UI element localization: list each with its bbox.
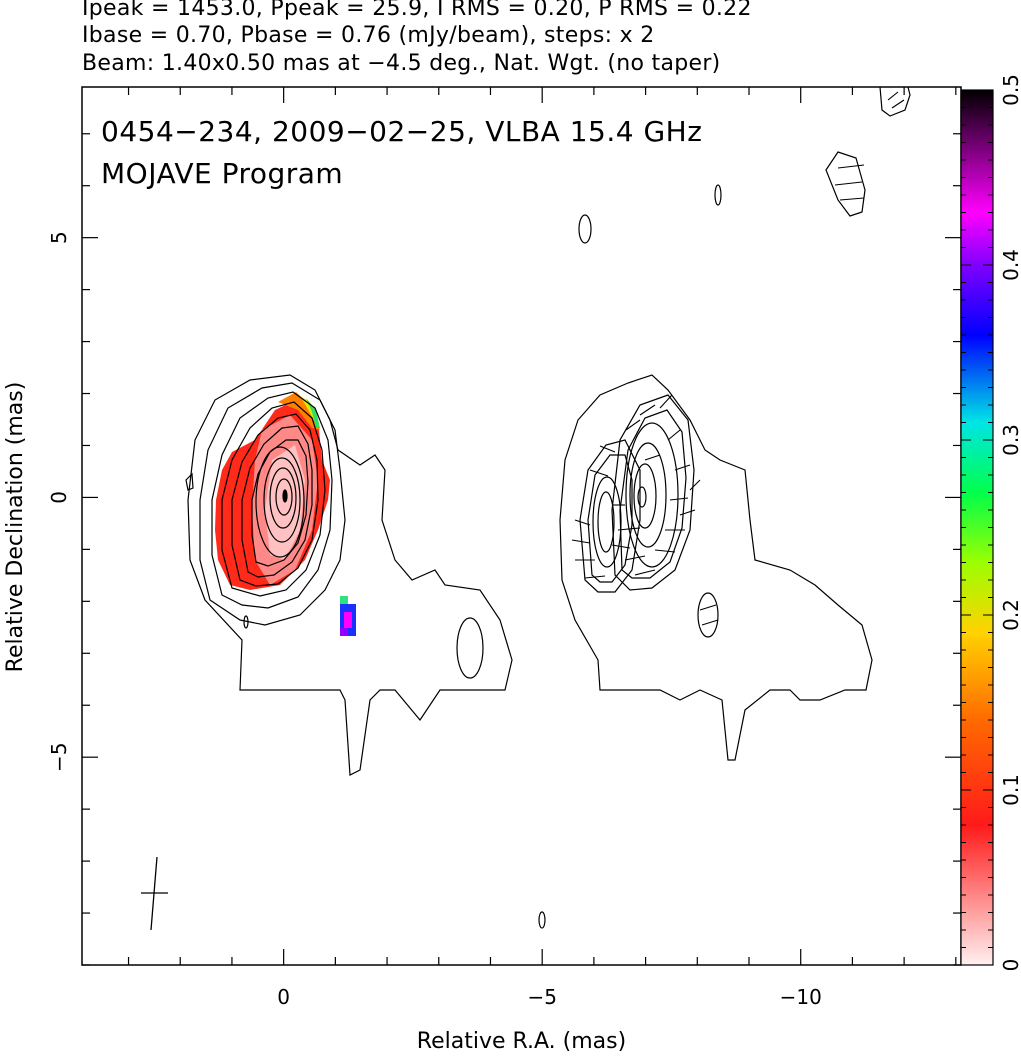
source-annotation: 0454−234, 2009−02−25, VLBA 15.4 GHz xyxy=(101,115,702,148)
pol-contour-outer xyxy=(559,374,873,761)
pol-contour-a4 xyxy=(597,491,615,553)
pol-contour-b4 xyxy=(629,442,667,548)
pol-contour-b5 xyxy=(633,463,657,529)
contour-ring-9 xyxy=(263,457,301,543)
pol-contour-a2 xyxy=(587,454,633,583)
fracpol-orange-edge xyxy=(278,392,320,430)
evpa-stick xyxy=(669,497,689,501)
fracpol-green-edge xyxy=(306,398,320,428)
pol-contour-bottom xyxy=(538,911,546,929)
evpa-stick xyxy=(639,404,656,416)
pol-contour-b6 xyxy=(637,486,647,508)
evpa-stick xyxy=(679,509,696,516)
pol-contour-a3 xyxy=(592,476,622,568)
pol-contour-a xyxy=(579,439,641,593)
pol-contour-top2 xyxy=(714,184,722,206)
evpa-stick xyxy=(834,181,863,186)
evpa-stick xyxy=(574,519,591,526)
evpa-stick xyxy=(599,445,616,453)
evpa-stick xyxy=(674,464,691,471)
axis-tick-labels: 0 −5 −10 5 0 −5 xyxy=(47,231,822,1009)
header-line-base: Ibase = 0.70, Pbase = 0.76 (mJy/beam), s… xyxy=(82,23,655,48)
pol-contour-top1 xyxy=(578,214,592,244)
evpa-stick xyxy=(887,91,899,101)
evpa-stick xyxy=(584,575,606,579)
contour-blob-right xyxy=(456,617,484,679)
colorbar-tick-label: 0.4 xyxy=(999,249,1021,281)
left-contours xyxy=(185,374,513,776)
evpa-stick xyxy=(589,469,609,477)
x-tick-label: −10 xyxy=(780,985,822,1009)
evpa-stick xyxy=(624,555,646,561)
y-axis-label: Relative Declination (mas) xyxy=(3,381,28,673)
y-tick-label: 5 xyxy=(47,231,71,244)
pol-contour-b2 xyxy=(619,409,687,579)
colorbar-tick-label: 0.5 xyxy=(999,74,1021,106)
colorbar-tick-label: 0.3 xyxy=(999,424,1021,456)
plot-frame xyxy=(81,86,962,966)
contour-small-left xyxy=(185,472,194,491)
colorbar-tick-label: 0.2 xyxy=(999,599,1021,631)
y-tick-label: 0 xyxy=(47,491,71,504)
colorbar-tick-labels: 0 0.1 0.2 0.3 0.4 0.5 xyxy=(999,74,1021,971)
evpa-stick xyxy=(634,569,656,576)
y-tick-label: −5 xyxy=(47,742,71,771)
x-tick-label: 0 xyxy=(277,985,290,1009)
pol-contour-top4 xyxy=(879,86,911,117)
evpa-stick xyxy=(699,604,717,611)
evpa-stick xyxy=(625,419,641,431)
contour-ring-11 xyxy=(275,478,293,516)
colorbar-ticks xyxy=(961,89,993,966)
header-line-beam: Beam: 1.40x0.50 mas at −4.5 deg., Nat. W… xyxy=(82,51,721,76)
header-line-peak: Ipeak = 1453.0, Ppeak = 25.9, I RMS = 0.… xyxy=(82,0,752,21)
x-tick-label: −5 xyxy=(527,985,556,1009)
right-contours xyxy=(538,86,911,929)
contour-ring-3 xyxy=(211,391,333,609)
contour-small-below xyxy=(243,615,249,629)
contour-ring-8 xyxy=(255,446,305,558)
program-annotation: MOJAVE Program xyxy=(101,157,343,190)
evpa-stick xyxy=(837,164,865,169)
axis-ticks xyxy=(82,87,961,966)
pol-contour-small xyxy=(697,592,719,638)
evpa-stick xyxy=(654,549,676,553)
contour-ring-7 xyxy=(251,439,309,567)
evpa-stick xyxy=(611,544,631,549)
evpa-stick xyxy=(571,539,591,544)
fracpol-magenta-spot xyxy=(344,612,352,628)
evpa-stick xyxy=(644,454,661,461)
contour-outer xyxy=(187,374,513,776)
evpa-stick xyxy=(701,619,719,626)
pol-contour-b3 xyxy=(625,422,679,568)
evpa-vectors xyxy=(571,91,905,626)
contour-ring-12 xyxy=(282,489,288,503)
evpa-stick xyxy=(891,99,905,109)
evpa-stick xyxy=(689,479,701,491)
contour-ring-10 xyxy=(269,467,297,529)
contour-ring-5 xyxy=(231,413,319,587)
pol-contour-top3 xyxy=(825,151,866,217)
evpa-stick xyxy=(839,197,865,201)
pol-contour-b xyxy=(611,394,695,591)
fracpol-violet-spot xyxy=(340,628,348,636)
contour-ring-4 xyxy=(221,401,326,597)
evpa-stick xyxy=(667,429,681,441)
beam-marker xyxy=(141,856,168,931)
evpa-stick xyxy=(617,527,641,531)
colorbar xyxy=(960,89,994,966)
colorbar-tick-label: 0 xyxy=(999,959,1021,972)
contour-ring-2 xyxy=(199,382,346,626)
contour-ring-6 xyxy=(241,425,313,578)
x-axis-label: Relative R.A. (mas) xyxy=(416,1029,627,1054)
colorbar-tick-label: 0.1 xyxy=(999,774,1021,806)
evpa-stick xyxy=(659,394,673,409)
fracpol-cyan-spot xyxy=(340,596,348,604)
